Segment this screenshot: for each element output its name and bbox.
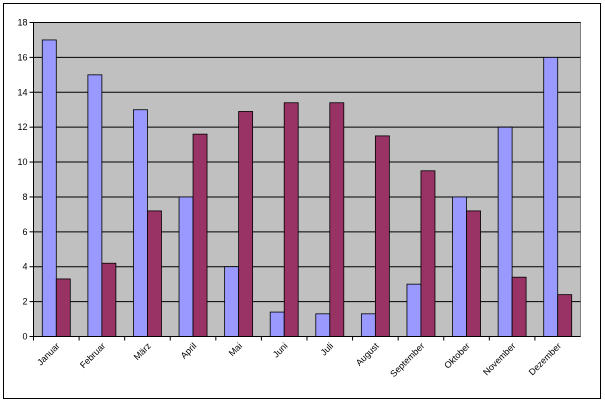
bar: [420, 170, 436, 337]
bar: [329, 102, 345, 337]
bar: [147, 210, 162, 337]
y-tick-label: 14: [17, 87, 27, 97]
bar: [133, 109, 148, 337]
y-tick-label: 8: [22, 192, 27, 202]
bar: [374, 135, 390, 337]
bar: [466, 210, 481, 337]
bar: [497, 126, 513, 337]
bar: [315, 313, 331, 337]
y-tick-label: 2: [22, 297, 27, 307]
bar: [452, 196, 467, 337]
y-tick-label: 16: [17, 52, 27, 62]
bar: [269, 311, 285, 337]
bar: [41, 39, 57, 337]
bar: [557, 294, 573, 337]
y-tick-label: 4: [22, 262, 27, 272]
bar: [511, 276, 527, 337]
bar: [238, 111, 254, 337]
bar: [406, 283, 422, 337]
y-tick-label: 10: [17, 157, 27, 167]
y-tick-label: 0: [22, 332, 27, 342]
bar: [543, 56, 559, 337]
bar: [87, 74, 103, 337]
y-tick-label: 18: [17, 18, 27, 28]
plot-area: [33, 22, 581, 337]
y-tick-label: 12: [17, 122, 27, 132]
y-tick-label: 6: [22, 227, 27, 237]
bar: [55, 278, 71, 337]
bar: [178, 196, 194, 337]
bar: [101, 262, 117, 337]
bar: [360, 313, 376, 337]
bar: [224, 266, 240, 337]
bar: [283, 102, 299, 337]
bar: [192, 133, 208, 337]
